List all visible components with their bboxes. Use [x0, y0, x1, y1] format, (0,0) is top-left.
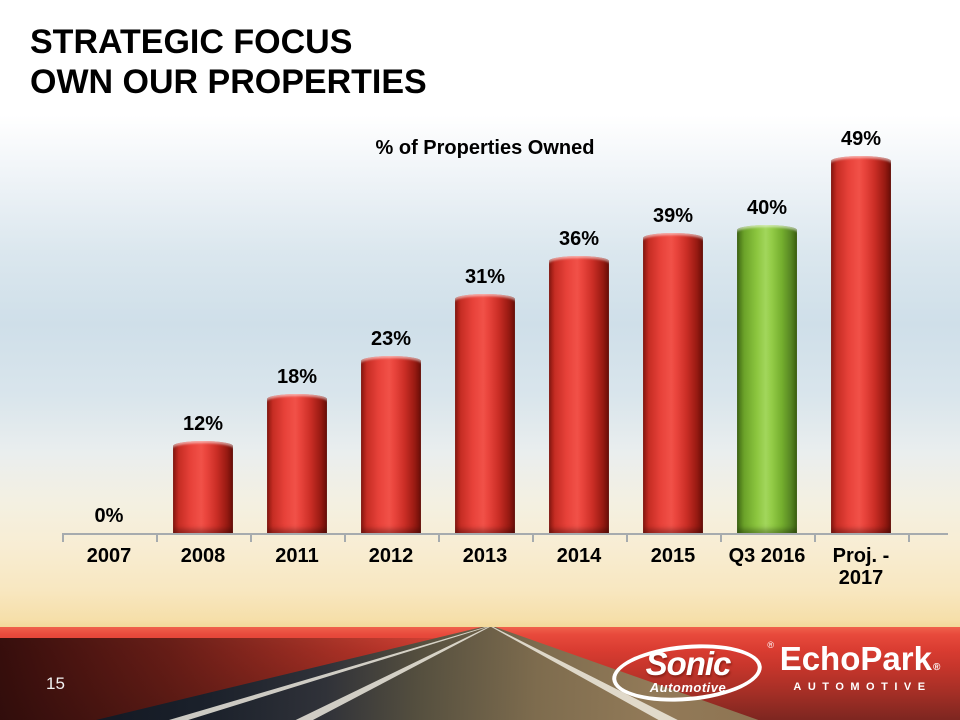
x-axis-tick [156, 534, 158, 542]
slide-title-line2: OWN OUR PROPERTIES [30, 63, 427, 101]
echopark-subtext: AUTOMOTIVE [793, 681, 932, 693]
echopark-brand-text: EchoPark [779, 640, 932, 677]
bar-value-label: 39% [652, 205, 694, 227]
slide-title: STRATEGIC FOCUS OWN OUR PROPERTIES [30, 22, 427, 102]
bar-2012 [361, 356, 421, 533]
echopark-automotive-logo: EchoPark® AUTOMOTIVE [774, 640, 946, 693]
x-axis-line [62, 533, 948, 535]
x-axis-tick [62, 534, 64, 542]
bar-value-label: 40% [746, 197, 788, 219]
x-axis-label: 2014 [556, 545, 602, 567]
x-axis-label: 2008 [180, 545, 226, 567]
bar-value-label: 23% [370, 328, 412, 350]
sonic-subtext: Automotive [649, 680, 727, 695]
bar-2013 [455, 294, 515, 533]
x-axis-label: 2011 [275, 545, 319, 567]
x-axis-label: 2012 [368, 545, 414, 567]
chart-title: % of Properties Owned [375, 137, 595, 159]
slide-title-line1: STRATEGIC FOCUS [30, 23, 353, 61]
sonic-automotive-logo: Sonic Automotive ® [609, 638, 774, 708]
x-axis-label: Proj. - 2017 [832, 545, 890, 589]
x-axis-tick [250, 534, 252, 542]
x-axis-tick [626, 534, 628, 542]
x-axis-tick [908, 534, 910, 542]
bar-value-label: 18% [276, 366, 318, 388]
bar-2015 [643, 233, 703, 533]
x-axis-label: 2007 [86, 545, 132, 567]
x-axis-label: Q3 2016 [728, 545, 806, 567]
bar-value-label: 36% [558, 228, 600, 250]
bar-value-label: 49% [840, 128, 882, 150]
bar-2011 [267, 394, 327, 533]
bar-q3-2016 [737, 225, 797, 533]
x-axis-tick [532, 534, 534, 542]
sonic-registered-mark-icon: ® [767, 640, 774, 650]
echopark-registered-mark-icon: ® [932, 662, 941, 673]
bar-2014 [549, 256, 609, 533]
echopark-wordmark: EchoPark® [774, 640, 946, 678]
x-axis-label: 2013 [462, 545, 508, 567]
x-axis-tick [438, 534, 440, 542]
x-axis-tick [720, 534, 722, 542]
x-axis-tick [814, 534, 816, 542]
sonic-wordmark: Sonic [645, 645, 732, 682]
bar-proj-2017 [831, 156, 891, 533]
page-number: 15 [46, 674, 65, 693]
bar-value-label: 31% [464, 266, 506, 288]
bar-value-label: 0% [94, 505, 124, 527]
bar-2008 [173, 441, 233, 533]
x-axis-tick [344, 534, 346, 542]
bar-value-label: 12% [182, 413, 224, 435]
x-axis-label: 2015 [650, 545, 696, 567]
